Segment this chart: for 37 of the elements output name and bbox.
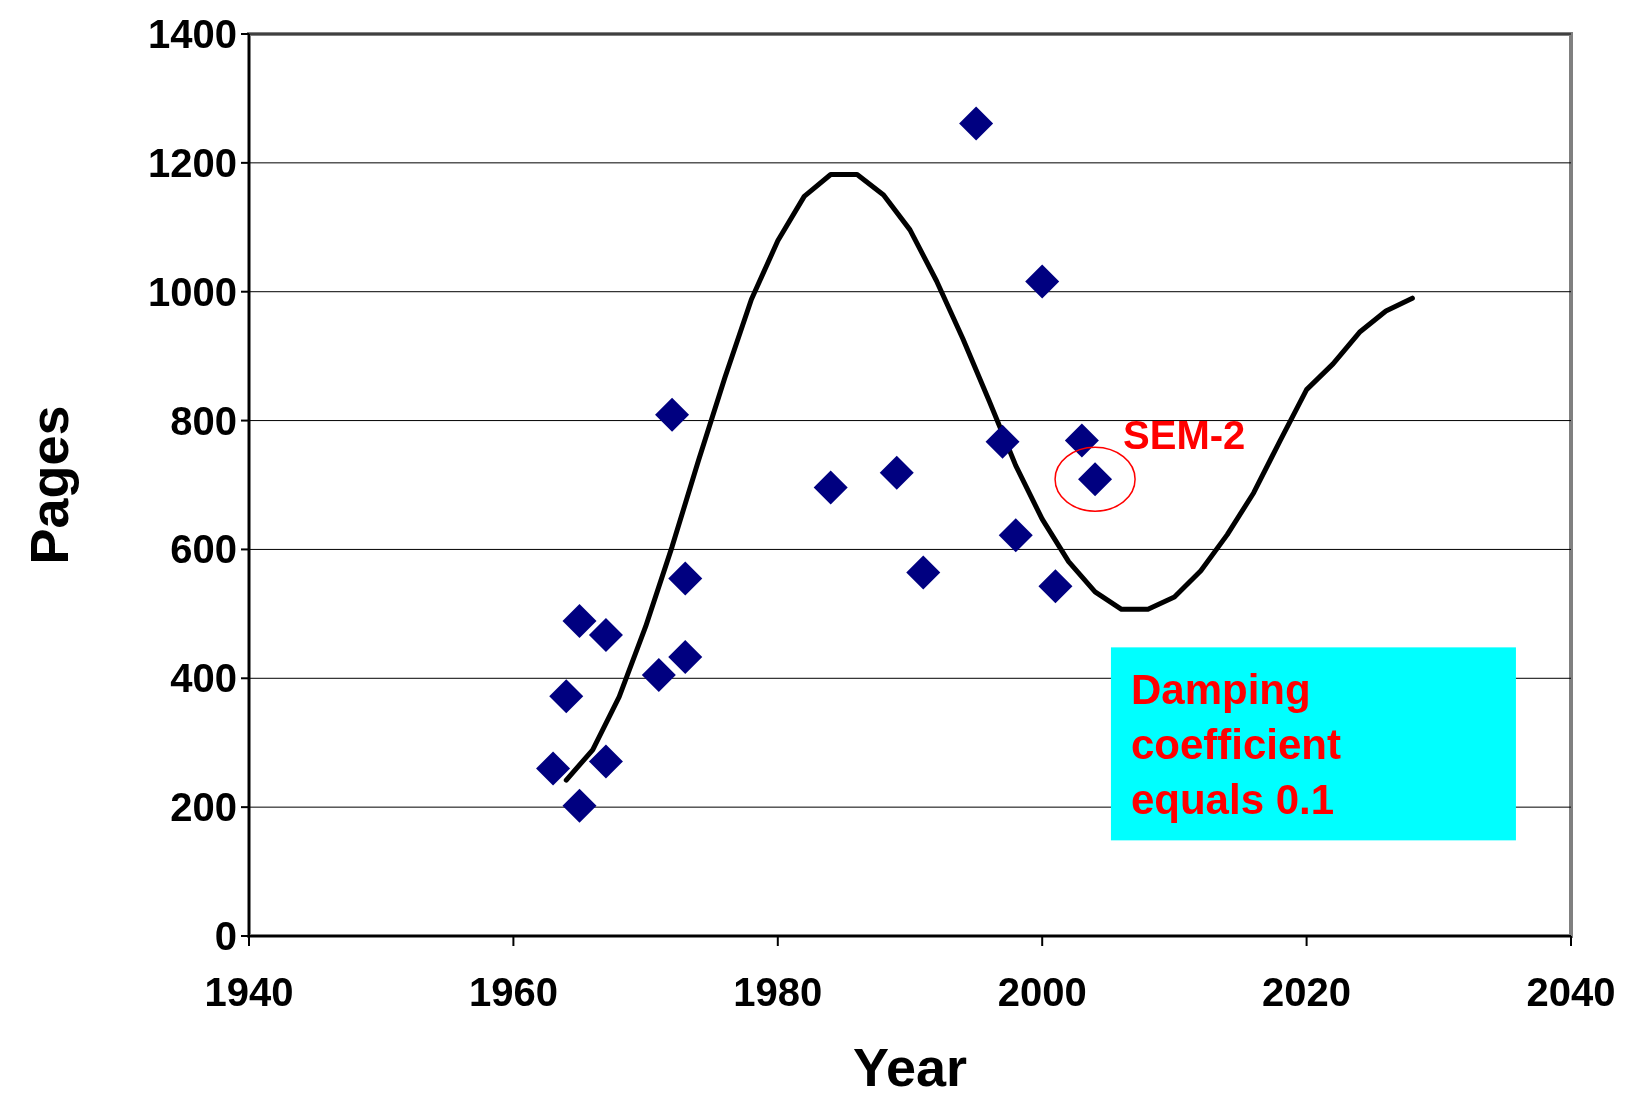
point xyxy=(998,518,1033,553)
y-tick-label: 200 xyxy=(170,785,237,830)
point xyxy=(641,658,676,693)
annotation: Damping coefficient equals 0.1 xyxy=(1130,666,1341,824)
point xyxy=(549,679,584,714)
point xyxy=(536,751,571,786)
y-tick-label: 1000 xyxy=(148,269,237,314)
point xyxy=(668,561,703,596)
point xyxy=(562,788,597,823)
y-axis-title: Pages xyxy=(19,405,79,565)
y-tick-label: 1400 xyxy=(148,12,237,56)
y-tick-label: 600 xyxy=(170,527,237,572)
point xyxy=(1025,264,1060,299)
x-axis-title: Year xyxy=(852,1037,968,1097)
y-tick-label: 400 xyxy=(170,656,237,701)
point xyxy=(1038,569,1073,604)
x-tick-label: 1960 xyxy=(468,970,558,1014)
x-tick-label: 2040 xyxy=(1526,970,1616,1014)
point xyxy=(985,424,1020,459)
x-tick-label: 1940 xyxy=(204,970,294,1014)
point xyxy=(879,455,914,490)
point xyxy=(906,555,941,590)
point xyxy=(588,744,623,779)
y-tick-label: 1200 xyxy=(148,140,237,185)
x-tick-label: 2000 xyxy=(997,970,1087,1014)
annotation: SEM-2 xyxy=(1123,413,1246,458)
point xyxy=(562,603,597,638)
x-tick-label: 1980 xyxy=(733,970,823,1014)
y-tick-label: 0 xyxy=(214,914,237,958)
point xyxy=(1064,423,1099,458)
point xyxy=(588,618,623,653)
y-tick-label: 800 xyxy=(170,398,237,443)
point xyxy=(959,106,994,141)
point xyxy=(668,640,703,675)
x-tick-label: 2020 xyxy=(1262,970,1352,1014)
point xyxy=(813,470,848,505)
point xyxy=(655,397,690,432)
